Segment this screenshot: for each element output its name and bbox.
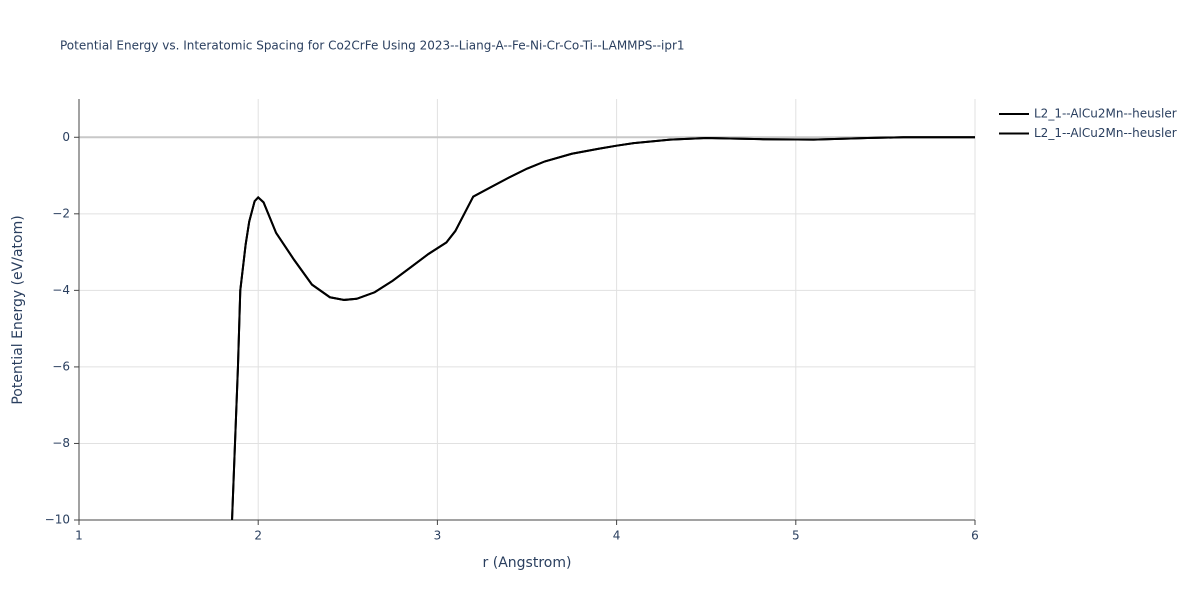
data-line [231, 136, 975, 520]
x-tick-label: 2 [254, 529, 262, 543]
y-tick-label: −6 [52, 359, 70, 373]
x-tick-label: 1 [75, 529, 83, 543]
y-tick-label: −8 [52, 436, 70, 450]
y-tick-label: −2 [52, 206, 70, 220]
y-axis-title: Potential Energy (eV/atom) [10, 215, 26, 404]
x-tick-label: 3 [434, 529, 442, 543]
x-tick-label: 4 [613, 529, 621, 543]
data-line [231, 136, 975, 520]
y-tick-label: −4 [52, 283, 70, 297]
legend-label: L2_1--AlCu2Mn--heusler [1034, 126, 1177, 140]
chart-title: Potential Energy vs. Interatomic Spacing… [60, 39, 685, 53]
y-tick-label: −10 [45, 513, 70, 527]
x-axis-title: r (Angstrom) [483, 555, 572, 571]
x-tick-label: 6 [971, 529, 979, 543]
legend-label: L2_1--AlCu2Mn--heusler [1034, 107, 1177, 121]
legend-item[interactable]: L2_1--AlCu2Mn--heusler [999, 126, 1177, 140]
x-tick-label: 5 [792, 529, 800, 543]
y-tick-label: 0 [62, 130, 70, 144]
legend-item[interactable]: L2_1--AlCu2Mn--heusler [999, 107, 1177, 121]
